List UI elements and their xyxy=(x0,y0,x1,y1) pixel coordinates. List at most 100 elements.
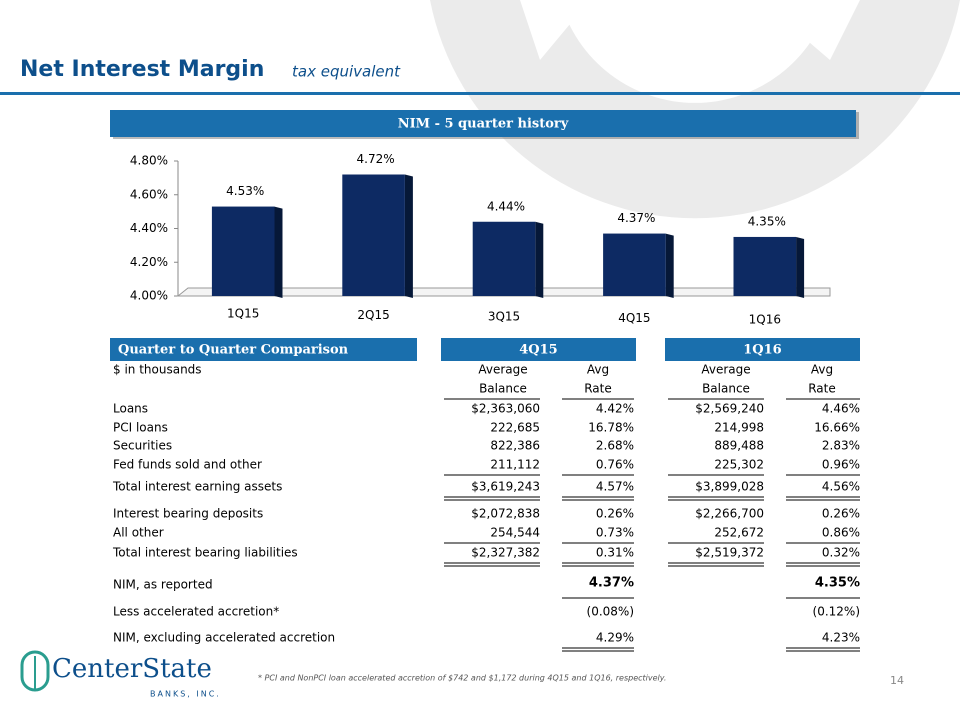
x-tick-label: 2Q15 xyxy=(357,308,389,322)
subtitle: tax equivalent xyxy=(292,63,401,81)
table-cell: 4.37% xyxy=(589,576,634,591)
table-cell: 222,685 xyxy=(490,421,540,435)
x-tick-label: 1Q16 xyxy=(749,313,781,327)
value-label: 4.72% xyxy=(357,152,395,166)
table-cell: 4.35% xyxy=(815,576,860,591)
row-label: Securities xyxy=(113,439,172,453)
table-cell: 214,998 xyxy=(714,421,764,435)
row-label: Total interest bearing liabilities xyxy=(112,546,298,560)
bar-side xyxy=(274,206,283,298)
column-header: Rate xyxy=(584,382,612,396)
table-cell: 225,302 xyxy=(714,458,764,472)
column-header: Average xyxy=(701,363,750,377)
period-label: 1Q16 xyxy=(743,343,781,358)
table-cell: 889,488 xyxy=(714,439,764,453)
table-cell: 4.42% xyxy=(596,402,634,416)
column-header: Average xyxy=(478,363,527,377)
logo: CenterState BANKS, INC. xyxy=(20,650,221,699)
table-cell: 0.26% xyxy=(822,507,860,521)
period-label: 4Q15 xyxy=(519,343,557,358)
bar xyxy=(472,221,536,296)
column-header: Rate xyxy=(808,382,836,396)
table-cell: 0.26% xyxy=(596,507,634,521)
unit-note: $ in thousands xyxy=(113,363,202,377)
table-cell: 16.78% xyxy=(588,421,634,435)
column-header: Avg xyxy=(587,363,609,377)
x-tick-label: 1Q15 xyxy=(227,307,259,321)
table-cell: 2.68% xyxy=(596,439,634,453)
bar-side xyxy=(535,221,544,298)
table-cell: $3,899,028 xyxy=(695,480,764,494)
table-cell: 0.32% xyxy=(822,546,860,560)
logo-tagline: BANKS, INC. xyxy=(150,690,221,699)
y-tick-label: 4.40% xyxy=(130,221,168,235)
value-label: 4.53% xyxy=(226,184,264,198)
chart-title: NIM - 5 quarter history xyxy=(398,117,569,132)
row-label: Total interest earning assets xyxy=(112,480,282,494)
row-label: Less accelerated accretion* xyxy=(113,605,279,619)
table-cell: 2.83% xyxy=(822,439,860,453)
table-cell: 0.73% xyxy=(596,526,634,540)
chart-banner xyxy=(110,110,856,137)
row-label: All other xyxy=(113,526,164,540)
bar xyxy=(342,174,405,296)
bar xyxy=(733,236,797,296)
row-label: PCI loans xyxy=(113,421,168,435)
x-tick-label: 4Q15 xyxy=(618,311,650,325)
logo-name: CenterState xyxy=(52,654,212,684)
bar xyxy=(211,206,275,296)
table-cell: $3,619,243 xyxy=(471,480,540,494)
table-cell: 4.29% xyxy=(596,631,634,645)
row-label: NIM, excluding accelerated accretion xyxy=(113,631,335,645)
table-cell: $2,327,382 xyxy=(471,546,540,560)
table-banner xyxy=(110,338,417,361)
table-cell: 0.96% xyxy=(822,458,860,472)
x-tick-label: 3Q15 xyxy=(488,310,520,324)
value-label: 4.37% xyxy=(617,211,655,225)
value-label: 4.35% xyxy=(748,214,786,228)
table-cell: 4.57% xyxy=(596,480,634,494)
table-cell: 0.76% xyxy=(596,458,634,472)
bar-side xyxy=(796,236,805,298)
row-label: Fed funds sold and other xyxy=(113,458,262,472)
background-arch xyxy=(430,0,960,219)
table-cell: $2,266,700 xyxy=(695,507,764,521)
table-cell: 252,672 xyxy=(714,526,764,540)
table-cell: 4.56% xyxy=(822,480,860,494)
footnote: * PCI and NonPCI loan accelerated accret… xyxy=(258,674,666,683)
bar-side xyxy=(404,174,413,298)
row-label: NIM, as reported xyxy=(113,578,213,592)
column-header: Avg xyxy=(811,363,833,377)
y-tick-label: 4.00% xyxy=(130,289,168,303)
table-cell: (0.08%) xyxy=(587,605,634,619)
table-cell: $2,363,060 xyxy=(471,402,540,416)
table-cell: 211,112 xyxy=(490,458,540,472)
table-cell: 4.46% xyxy=(822,402,860,416)
table-cell: 0.86% xyxy=(822,526,860,540)
title-rule xyxy=(0,92,960,95)
bar xyxy=(603,233,666,296)
row-label: Loans xyxy=(113,402,148,416)
table-cell: 822,386 xyxy=(490,439,540,453)
table-cell: 4.23% xyxy=(822,631,860,645)
table-cell: (0.12%) xyxy=(813,605,860,619)
page-number: 14 xyxy=(890,674,904,687)
y-tick-label: 4.80% xyxy=(130,154,168,168)
table-title: Quarter to Quarter Comparison xyxy=(118,343,349,358)
column-header: Balance xyxy=(479,382,527,396)
table-cell: 0.31% xyxy=(596,546,634,560)
bar-side xyxy=(665,233,674,298)
table-cell: $2,072,838 xyxy=(471,507,540,521)
value-label: 4.44% xyxy=(487,199,525,213)
y-tick-label: 4.60% xyxy=(130,187,168,201)
table-cell: 254,544 xyxy=(490,526,540,540)
table-cell: $2,519,372 xyxy=(695,546,764,560)
column-header: Balance xyxy=(702,382,750,396)
y-tick-label: 4.20% xyxy=(130,255,168,269)
row-label: Interest bearing deposits xyxy=(113,507,263,521)
table-cell: 16.66% xyxy=(814,421,860,435)
period-banner xyxy=(665,338,860,361)
title: Net Interest Margin xyxy=(20,57,264,82)
period-banner xyxy=(441,338,636,361)
